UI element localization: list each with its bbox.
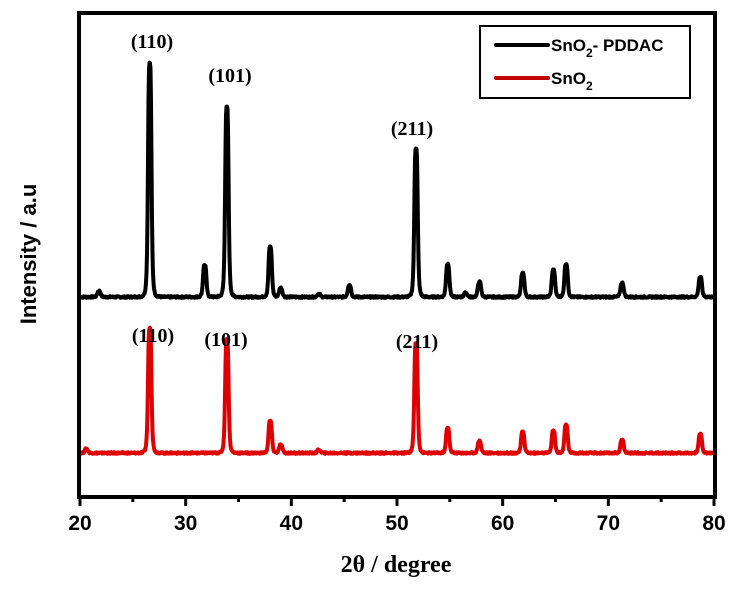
annotation-110-black: (110) xyxy=(131,31,173,53)
annotation-101-black: (101) xyxy=(208,65,251,87)
peak-annotations-black: (110) (101) (211) xyxy=(131,31,433,140)
x-tick-label: 40 xyxy=(280,512,303,535)
legend-label-sno2-pddac: SnO2- PDDAC xyxy=(551,36,663,60)
legend-label-sno2: SnO2 xyxy=(551,69,593,93)
y-axis-label: Intensity / a.u xyxy=(16,184,41,325)
annotation-211-red: (211) xyxy=(396,331,438,353)
x-axis-label: 2θ / degree xyxy=(341,552,452,578)
x-tick-label: 80 xyxy=(702,512,725,535)
trace-sno2-pddac xyxy=(78,60,716,300)
peak-annotations-red: (110) (101) (211) xyxy=(132,325,438,353)
trace-sno2 xyxy=(78,325,716,456)
annotation-211-black: (211) xyxy=(391,118,433,140)
annotation-101-red: (101) xyxy=(204,329,247,351)
x-tick-label: 50 xyxy=(385,512,408,535)
plot-traces xyxy=(78,60,716,456)
x-tick-label: 20 xyxy=(68,512,91,535)
legend: SnO2- PDDAC SnO2 xyxy=(479,25,691,99)
x-tick-label: 70 xyxy=(597,512,620,535)
x-tick-label: 30 xyxy=(174,512,197,535)
legend-box xyxy=(479,25,691,99)
x-tick-label: 60 xyxy=(491,512,514,535)
annotation-110-red: (110) xyxy=(132,325,174,347)
x-axis-ticks: 20 30 40 50 60 70 80 xyxy=(68,497,726,535)
